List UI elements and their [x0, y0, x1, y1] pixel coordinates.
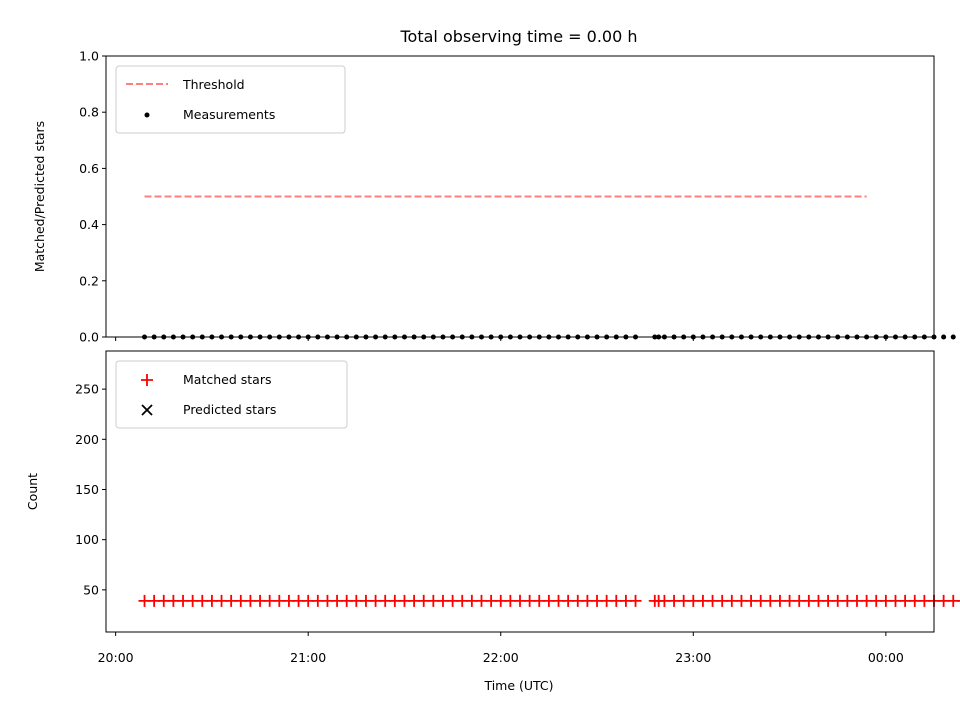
top-panel-frame [105, 55, 935, 338]
y-tick-label: 100 [75, 532, 99, 547]
x-tick-label: 00:00 [868, 650, 904, 665]
top-legend-box [115, 65, 346, 134]
legend-measurements-label: Measurements [183, 107, 275, 122]
legend-measurements-swatch [144, 112, 150, 118]
x-tick-label: 21:00 [290, 650, 326, 665]
measurement-point [950, 334, 956, 340]
top-panel-x-ticks [115, 337, 887, 341]
x-tick-label: 20:00 [98, 650, 134, 665]
x-axis-label: Time (UTC) [483, 678, 553, 693]
x-tick-label: 23:00 [675, 650, 711, 665]
bottom-panel-x-ticks: 20:0021:0022:0023:0000:0001:0002:0003:00… [98, 632, 904, 665]
y-tick-label: 1.0 [79, 49, 99, 64]
y-tick-label: 0.2 [79, 273, 99, 288]
y-tick-label: 0.4 [79, 217, 99, 232]
y-tick-label: 0.8 [79, 105, 99, 120]
y-tick-label: 0.6 [79, 161, 99, 176]
legend-threshold-label: Threshold [182, 77, 245, 92]
y-tick-label: 150 [75, 482, 99, 497]
bottom-legend: Matched stars Predicted stars [115, 360, 348, 429]
top-panel: 0.0 0.2 0.4 0.6 0.8 1.0 Matched/Predicted sta… [32, 49, 956, 345]
top-panel-y-ticks: 0.0 0.2 0.4 0.6 0.8 1.0 [79, 49, 106, 345]
bottom-y-axis-label: Count [25, 473, 40, 510]
y-tick-label: 0.0 [79, 330, 99, 345]
bottom-panel: 50 100 150 200 250 20:00 21:00 22:00 23:00 00:00… [25, 350, 960, 693]
legend-matched-swatch [141, 374, 153, 386]
y-tick-label: 200 [75, 432, 99, 447]
bottom-panel-y-ticks: 50 100 150 200 250 [75, 382, 106, 597]
bottom-panel-frame [105, 350, 935, 633]
y-tick-label: 50 [83, 582, 99, 597]
chart-title: Total observing time = 0.00 h [399, 27, 637, 46]
bottom-legend-box [115, 360, 348, 429]
top-legend: Threshold Measurements [115, 65, 346, 134]
top-y-axis-label: Matched/Predicted stars [32, 121, 47, 272]
measurement-point [941, 334, 947, 340]
matched-star-point [629, 594, 642, 607]
matched-star-point [956, 599, 960, 602]
legend-predicted-label: Predicted stars [183, 402, 276, 417]
legend-matched-label: Matched stars [183, 372, 271, 387]
legend-predicted-swatch [141, 404, 153, 416]
x-tick-label: 22:00 [483, 650, 519, 665]
y-tick-label: 250 [75, 382, 99, 397]
bottom-panel-marks [138, 594, 960, 607]
